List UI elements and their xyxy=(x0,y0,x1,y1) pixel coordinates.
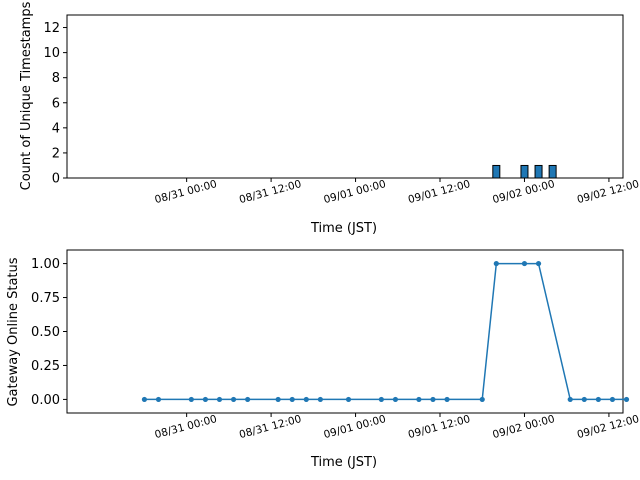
top-x-tick-label: 09/02 00:00 xyxy=(491,178,556,206)
top-y-tick-label: 10 xyxy=(43,46,60,61)
bottom-data-point xyxy=(345,396,352,403)
bottom-data-point xyxy=(444,396,450,403)
bottom-data-point xyxy=(416,396,422,403)
bottom-plot-frame xyxy=(66,249,624,414)
top-plot-frame xyxy=(66,14,624,179)
bottom-x-tick-label: 09/02 00:00 xyxy=(491,413,556,441)
bottom-data-point xyxy=(275,396,281,403)
bottom-x-axis-label: Time (JST) xyxy=(310,455,377,470)
bottom-data-point xyxy=(230,396,237,403)
bottom-y-tick-label: 0.75 xyxy=(31,291,60,306)
bottom-data-point xyxy=(303,396,309,403)
top-y-tick-label: 6 xyxy=(52,96,60,111)
bottom-y-axis-label: Gateway Online Status xyxy=(6,257,21,406)
bottom-data-point xyxy=(521,260,528,267)
top-y-tick-label: 4 xyxy=(52,121,60,136)
top-bar xyxy=(492,164,501,179)
bottom-chart: 0.00 0.25 0.50 0.75 1.00 08/31 00:00 08/31 12… xyxy=(6,249,640,470)
bottom-y-tick-label: 0.50 xyxy=(31,325,60,340)
bottom-data-point xyxy=(609,396,616,403)
top-x-tick-label: 08/31 00:00 xyxy=(153,178,218,206)
top-x-tick-label: 09/01 12:00 xyxy=(407,178,472,206)
top-bar xyxy=(520,164,529,179)
bottom-x-tick-label: 09/01 12:00 xyxy=(407,413,472,441)
bottom-data-point xyxy=(595,396,601,403)
bottom-data-point xyxy=(392,396,399,403)
bottom-y-tick-label: 0.25 xyxy=(31,359,60,374)
bottom-data-point xyxy=(245,396,251,403)
top-y-tick-label: 12 xyxy=(43,21,60,36)
top-x-tick-label: 09/01 00:00 xyxy=(322,178,387,206)
top-x-axis-label: Time (JST) xyxy=(310,221,377,236)
bottom-data-point xyxy=(493,260,499,267)
bottom-series-group xyxy=(141,260,630,403)
bottom-x-axis: 08/31 00:00 08/31 12:00 09/01 00:00 09/01 1… xyxy=(153,413,640,441)
bottom-y-tick-label: 0.00 xyxy=(31,393,60,408)
top-y-axis-label: Count of Unique Timestamps xyxy=(19,1,34,190)
bottom-data-point xyxy=(623,396,630,403)
bottom-data-point xyxy=(188,396,194,403)
top-bar xyxy=(548,164,557,179)
bottom-series-line xyxy=(144,262,627,401)
bottom-data-point xyxy=(289,396,295,403)
bottom-y-tick-label: 1.00 xyxy=(31,257,60,272)
bottom-x-tick-label: 08/31 00:00 xyxy=(153,413,218,441)
top-y-tick-label: 2 xyxy=(52,146,60,161)
bottom-data-point xyxy=(430,396,436,403)
bottom-x-tick-label: 08/31 12:00 xyxy=(238,413,303,441)
bottom-data-point xyxy=(202,396,209,403)
bottom-y-axis: 0.00 0.25 0.50 0.75 1.00 xyxy=(31,257,67,408)
bottom-data-point xyxy=(378,396,384,403)
top-bars-group xyxy=(77,164,607,179)
bottom-x-tick-label: 09/02 12:00 xyxy=(576,413,640,441)
top-bar xyxy=(534,164,543,179)
bottom-data-point xyxy=(479,396,485,403)
bottom-x-tick-label: 09/01 00:00 xyxy=(322,413,387,441)
top-y-tick-label: 8 xyxy=(52,71,60,86)
bottom-data-point xyxy=(567,396,573,403)
top-chart: 0 2 4 6 8 10 12 08/31 00:00 08/31 12:00 09/01 00… xyxy=(19,1,640,236)
bottom-data-point xyxy=(581,396,587,403)
top-x-axis: 08/31 00:00 08/31 12:00 09/01 00:00 09/01 1… xyxy=(153,178,640,206)
top-y-tick-label: 0 xyxy=(52,172,60,187)
bottom-data-point xyxy=(155,396,162,403)
top-y-axis: 0 2 4 6 8 10 12 xyxy=(43,21,67,187)
bottom-data-point xyxy=(317,396,323,403)
bottom-data-point xyxy=(535,260,542,267)
bottom-data-point xyxy=(216,396,223,403)
top-x-tick-label: 08/31 12:00 xyxy=(238,178,303,206)
top-x-tick-label: 09/02 12:00 xyxy=(576,178,640,206)
bottom-data-point xyxy=(141,396,148,403)
